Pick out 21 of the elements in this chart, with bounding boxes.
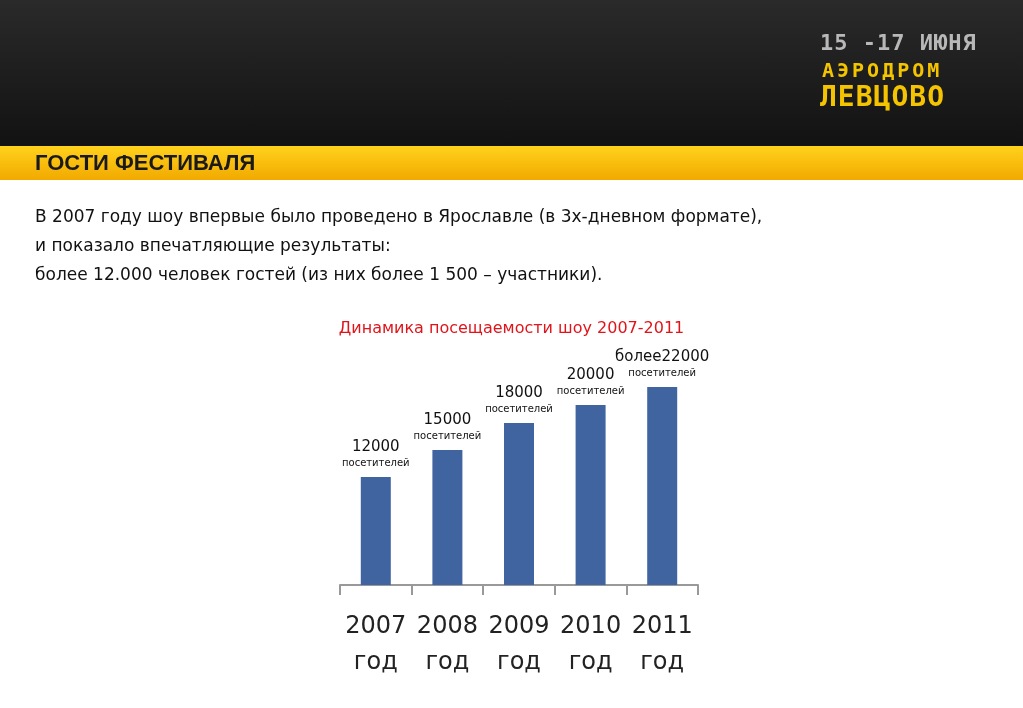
bar (432, 450, 463, 585)
text: В 2007 году шоу впервые было проведено в Ярославле (в 3х-дневном формате), (35, 206, 763, 226)
text: ЛЕВЦОВО (820, 80, 946, 113)
x-tick-label: 2008 год (416, 611, 478, 675)
bar (647, 387, 678, 585)
data-label: 18000 посетителей (485, 383, 553, 414)
text: 15 -17 ИЮНЯ (820, 30, 977, 55)
text: ГОСТИ ФЕСТИВАЛЯ (35, 150, 256, 176)
chart-title: Динамика посещаемости шоу 2007-2011 (338, 317, 685, 337)
x-tick-label: 2009 год (488, 611, 550, 675)
text: более 12.000 человек гостей (из них более 1 500 – участники). (35, 264, 603, 284)
bar (504, 423, 534, 585)
bar (360, 477, 391, 585)
data-label: 15000 посетителей (413, 410, 482, 441)
text: АЭРОДРОМ (822, 58, 943, 82)
x-tick-label: 2010 год (560, 611, 622, 675)
x-tick-label: 2007 год (345, 611, 407, 675)
x-tick-label: 2011 год (631, 611, 693, 675)
data-label: 12000 посетителей (341, 437, 410, 468)
bar (575, 405, 606, 585)
text: и показало впечатляющие результаты: (35, 235, 391, 255)
